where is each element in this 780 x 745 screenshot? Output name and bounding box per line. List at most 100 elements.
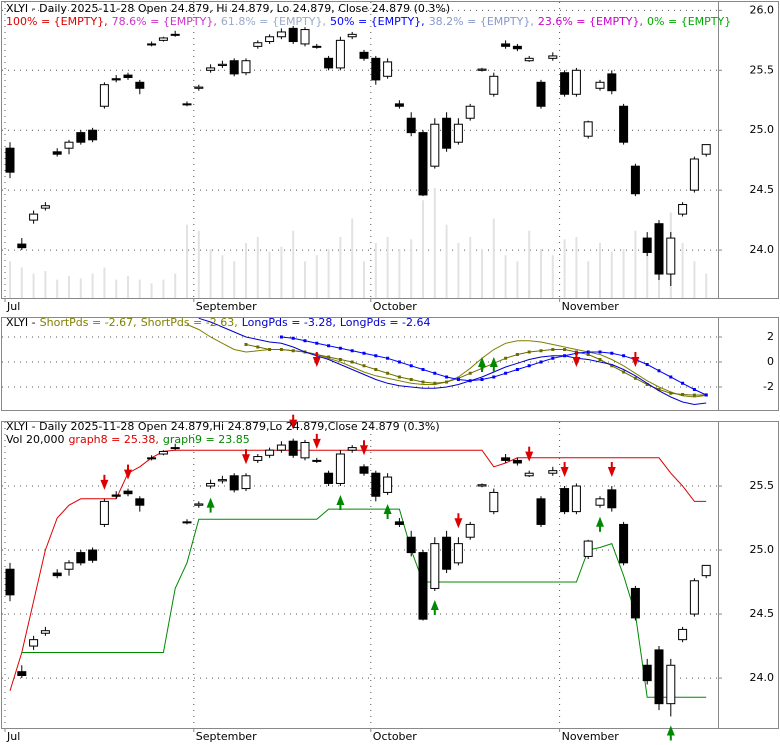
line-marker: [622, 370, 626, 374]
candle-body: [253, 42, 263, 47]
line-marker: [504, 371, 508, 375]
header-item: 0% = {EMPTY}: [647, 15, 731, 28]
line-marker: [433, 381, 437, 385]
line-marker: [610, 351, 614, 355]
candle-body: [217, 63, 227, 67]
volume-bar: [705, 273, 708, 298]
candle-body: [229, 475, 239, 491]
line-marker: [586, 350, 590, 354]
y-tick-label: 25.5: [750, 479, 775, 492]
candle-body: [300, 441, 310, 459]
volume-bar: [127, 276, 129, 298]
header-item: 38.2% = {EMPTY},: [429, 15, 534, 28]
line-marker: [657, 369, 661, 373]
header-item: XLYI - Daily 2025-11-28 Open 24.879, Hi …: [6, 2, 450, 15]
panel: 2 0 -2 XLYI - ShortPds = -2.67, ShortPds = -2…: [2, 316, 774, 406]
volume-bar: [280, 246, 283, 298]
y-tick-label: 24.5: [750, 607, 775, 620]
line-marker: [563, 348, 567, 351]
volume-bar: [540, 249, 542, 298]
candle-body: [383, 476, 393, 493]
candle-body: [595, 81, 605, 89]
line-marker: [386, 371, 390, 375]
volume-bar: [363, 261, 365, 298]
candle-body: [630, 165, 640, 195]
candle-body: [324, 57, 334, 69]
header-item: Vol 20,000: [6, 433, 64, 446]
candle-body: [40, 205, 50, 209]
volume-bar: [315, 255, 318, 298]
candle-body: [265, 36, 275, 43]
volume-bar: [374, 243, 377, 298]
volume-bar: [693, 261, 696, 298]
x-tick-label: September: [196, 300, 257, 313]
line-marker: [515, 353, 519, 356]
line-marker: [704, 393, 708, 397]
header-item: graph9 = 23.85: [163, 433, 250, 446]
candle-body: [477, 484, 487, 487]
panel-header: 100% = {EMPTY}, 78.6% = {EMPTY}, 61.8% = {…: [6, 15, 731, 28]
candle-body: [64, 141, 74, 149]
line-marker: [315, 341, 319, 345]
candle-body: [99, 500, 109, 525]
header-item: graph8 = 25.38,: [68, 433, 158, 446]
signal-arrow: [525, 451, 534, 462]
candle-body: [253, 456, 263, 461]
volume-bar: [245, 243, 247, 298]
candle-body: [312, 45, 322, 48]
volume-bar: [150, 283, 153, 298]
volume-bar: [186, 224, 188, 298]
line-marker: [527, 364, 531, 368]
volume-bar: [563, 239, 566, 298]
candle-body: [701, 144, 711, 155]
y-tick-label: 24.5: [750, 183, 775, 196]
candle-body: [40, 630, 50, 634]
candle-body: [194, 86, 204, 89]
line-marker: [445, 380, 449, 384]
y-tick-label: -2: [763, 380, 774, 393]
candle-body: [560, 72, 570, 95]
candle-body: [265, 449, 275, 456]
line-marker: [468, 371, 472, 375]
line-marker: [563, 354, 567, 358]
candle-body: [571, 485, 581, 513]
volume-bar: [79, 278, 82, 298]
line-marker: [327, 344, 331, 348]
candle-body: [512, 459, 522, 464]
candle-body: [288, 27, 298, 43]
line-marker: [456, 378, 460, 381]
volume-bar: [292, 230, 295, 298]
candle-body: [453, 123, 463, 143]
panel: 24.0 24.5 25.0 25.5 26.0 Jul September October N…: [2, 2, 774, 313]
candle-body: [642, 664, 652, 682]
candle-body: [560, 488, 570, 513]
line-marker: [681, 393, 685, 396]
candle-body: [29, 213, 39, 221]
candle-body: [300, 29, 310, 45]
x-tick-label: November: [562, 730, 620, 743]
candle-body: [524, 57, 534, 62]
candle-body: [548, 55, 558, 59]
candle-body: [442, 117, 452, 149]
header-item: XLYI -: [6, 316, 36, 329]
candle-body: [5, 147, 15, 173]
line-marker: [669, 391, 673, 395]
candle-body: [654, 223, 664, 275]
volume-bar: [138, 279, 141, 298]
line-marker: [268, 348, 272, 351]
candle-body: [347, 33, 357, 38]
volume-bar: [91, 273, 94, 298]
signal-arrow: [360, 445, 368, 456]
line-marker: [480, 378, 484, 381]
line-marker: [504, 356, 508, 360]
candle-body: [689, 158, 699, 191]
panel-header: Vol 20,000 graph8 = 25.38, graph9 = 23.85: [6, 433, 250, 446]
signal-arrow: [596, 516, 604, 527]
candle-body: [123, 490, 133, 495]
line-marker: [374, 368, 378, 371]
volume-bar: [162, 279, 165, 298]
line-marker: [598, 358, 602, 361]
header-item: 78.6% = {EMPTY},: [112, 15, 217, 28]
volume-bar: [209, 249, 212, 298]
